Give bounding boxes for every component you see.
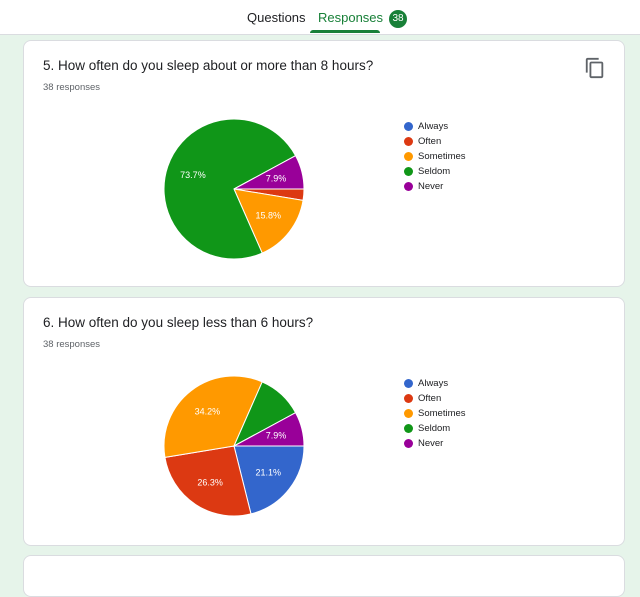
- pie-slice-sometimes[interactable]: [233, 188, 304, 254]
- question-card-6: 6. How often do you sleep less than 6 ho…: [23, 297, 625, 546]
- pie-slice-label: 15.8%: [256, 211, 282, 221]
- legend-item-seldom[interactable]: Seldom: [404, 421, 466, 436]
- pie-slice-never[interactable]: [233, 154, 305, 190]
- pie-slice-label: 73.7%: [180, 170, 206, 180]
- legend-item-sometimes[interactable]: Sometimes: [404, 149, 466, 164]
- legend-item-always[interactable]: Always: [404, 376, 466, 391]
- question-card-5: 5. How often do you sleep about or more …: [23, 40, 625, 287]
- legend-swatch: [404, 152, 413, 161]
- legend-item-always[interactable]: Always: [404, 119, 466, 134]
- legend-label: Often: [418, 136, 442, 147]
- pie-chart: 21.1% 26.3% 34.2% 7.9%: [163, 375, 305, 517]
- tab-responses[interactable]: Responses 38: [310, 0, 415, 32]
- legend-label: Always: [418, 121, 449, 132]
- legend-label: Sometimes: [418, 151, 466, 162]
- legend-item-often[interactable]: Often: [404, 134, 466, 149]
- legend-swatch: [404, 122, 413, 131]
- legend-item-never[interactable]: Never: [404, 436, 466, 451]
- legend-swatch: [404, 394, 413, 403]
- legend-label: Seldom: [418, 423, 451, 434]
- question-card-next: [23, 555, 625, 597]
- legend-label: Sometimes: [418, 408, 466, 419]
- legend-swatch: [404, 182, 413, 191]
- active-tab-indicator: [310, 30, 380, 33]
- legend-label: Always: [418, 378, 449, 389]
- legend-swatch: [404, 137, 413, 146]
- question-title: 6. How often do you sleep less than 6 ho…: [43, 315, 314, 330]
- legend-swatch: [404, 379, 413, 388]
- legend-item-seldom[interactable]: Seldom: [404, 164, 466, 179]
- pie-slice-never[interactable]: [233, 411, 305, 447]
- legend-swatch: [404, 439, 413, 448]
- legend-item-sometimes[interactable]: Sometimes: [404, 406, 466, 421]
- legend-label: Never: [418, 181, 444, 192]
- pie-slice-label: 26.3%: [197, 477, 223, 487]
- question-title: 5. How often do you sleep about or more …: [43, 58, 374, 73]
- pie-slice-often[interactable]: [164, 445, 252, 517]
- legend-swatch: [404, 409, 413, 418]
- top-tab-bar: Questions Responses 38: [0, 0, 640, 35]
- pie-slice-seldom[interactable]: [163, 118, 297, 260]
- legend-item-often[interactable]: Often: [404, 391, 466, 406]
- legend-label: Seldom: [418, 166, 451, 177]
- legend-label: Often: [418, 393, 442, 404]
- legend-swatch: [404, 167, 413, 176]
- pie-chart: 15.8% 73.7% 7.9%: [163, 118, 305, 260]
- pie-slice-always[interactable]: [233, 445, 305, 515]
- copy-chart-icon[interactable]: [584, 57, 606, 79]
- tab-questions[interactable]: Questions: [247, 10, 306, 25]
- responses-count-badge: 38: [389, 10, 408, 28]
- pie-slice-label: 7.9%: [266, 173, 287, 183]
- legend-swatch: [404, 424, 413, 433]
- pie-slice-label: 7.9%: [266, 430, 287, 440]
- tab-responses-label: Responses: [318, 10, 384, 25]
- response-count: 38 responses: [43, 339, 101, 350]
- legend-label: Never: [418, 438, 444, 449]
- response-count: 38 responses: [43, 82, 101, 93]
- chart-legend: Always Often Sometimes Seldom Never: [404, 119, 466, 194]
- pie-slice-label: 21.1%: [255, 468, 281, 478]
- chart-legend: Always Often Sometimes Seldom Never: [404, 376, 466, 451]
- pie-slice-label: 34.2%: [195, 407, 221, 417]
- legend-item-never[interactable]: Never: [404, 179, 466, 194]
